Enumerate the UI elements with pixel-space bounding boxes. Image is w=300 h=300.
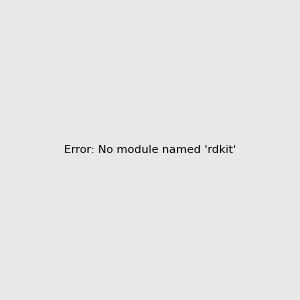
Text: Error: No module named 'rdkit': Error: No module named 'rdkit' (64, 145, 236, 155)
